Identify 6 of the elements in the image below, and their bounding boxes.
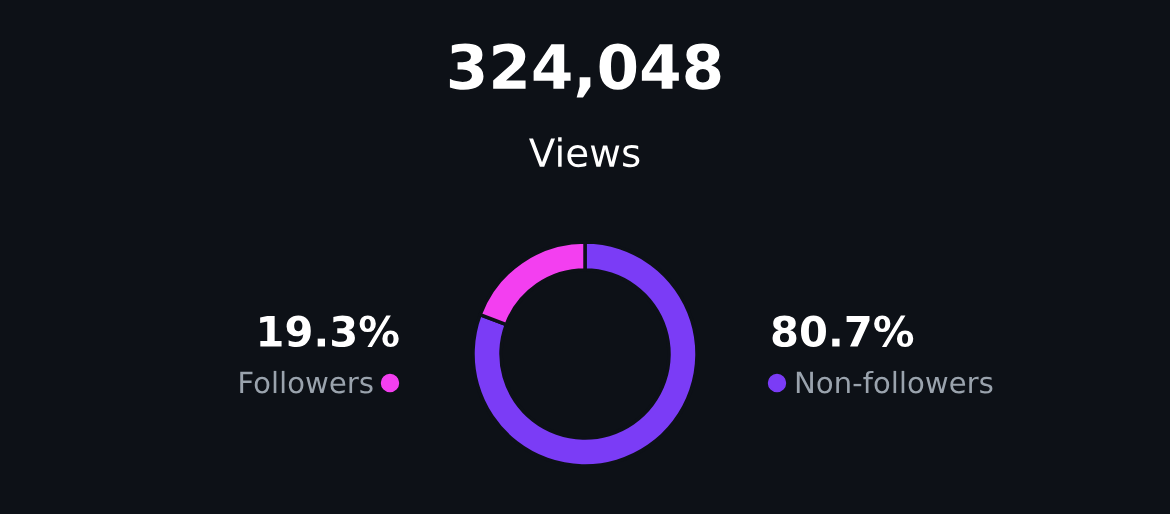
chart-title: 324,048 — [449, 43, 721, 98]
data-label: 19.3% — [260, 315, 399, 348]
slice-label: Followers — [240, 370, 373, 394]
data-label: 80.7% — [772, 315, 914, 348]
legend-label: Non-followers — [796, 370, 993, 394]
chart-subtitle: Views — [529, 137, 640, 168]
